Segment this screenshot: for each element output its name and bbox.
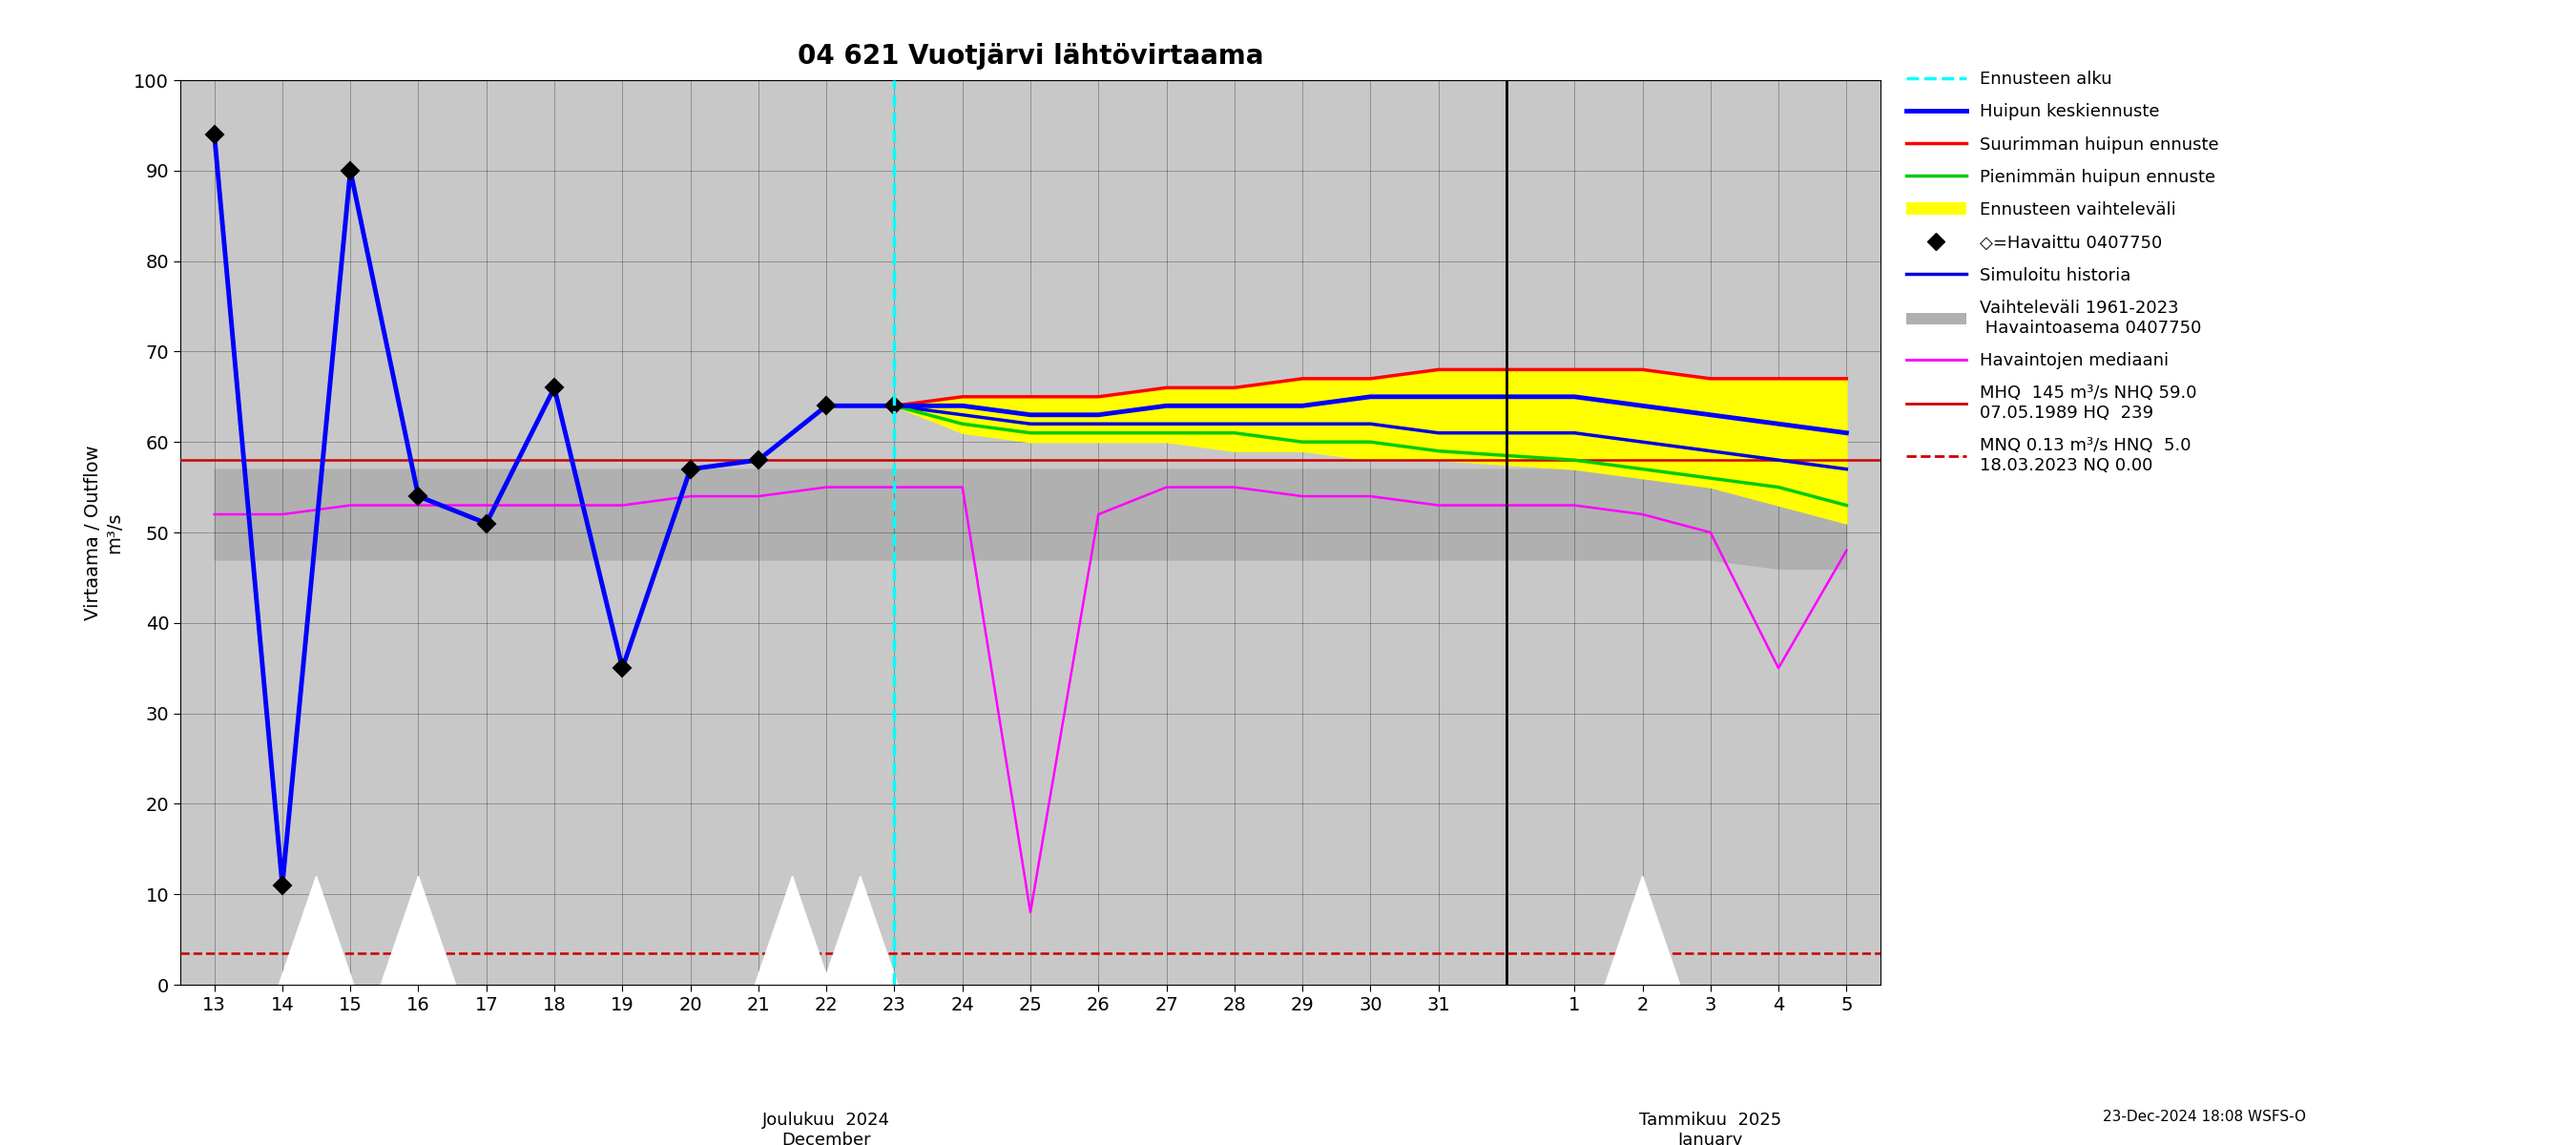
Polygon shape <box>822 876 899 985</box>
Legend: Ennusteen alku, Huipun keskiennuste, Suurimman huipun ennuste, Pienimmän huipun : Ennusteen alku, Huipun keskiennuste, Suu… <box>1906 71 2221 474</box>
Text: Tammikuu  2025
January: Tammikuu 2025 January <box>1638 1112 1783 1145</box>
Polygon shape <box>381 876 456 985</box>
Polygon shape <box>1605 876 1680 985</box>
Polygon shape <box>755 876 829 985</box>
Text: Joulukuu  2024
December: Joulukuu 2024 December <box>762 1112 891 1145</box>
Title: 04 621 Vuotjärvi lähtövirtaama: 04 621 Vuotjärvi lähtövirtaama <box>799 44 1262 70</box>
Y-axis label: Virtaama / Outflow
m³/s: Virtaama / Outflow m³/s <box>85 444 124 621</box>
Polygon shape <box>278 876 353 985</box>
Text: 23-Dec-2024 18:08 WSFS-O: 23-Dec-2024 18:08 WSFS-O <box>2102 1111 2306 1124</box>
